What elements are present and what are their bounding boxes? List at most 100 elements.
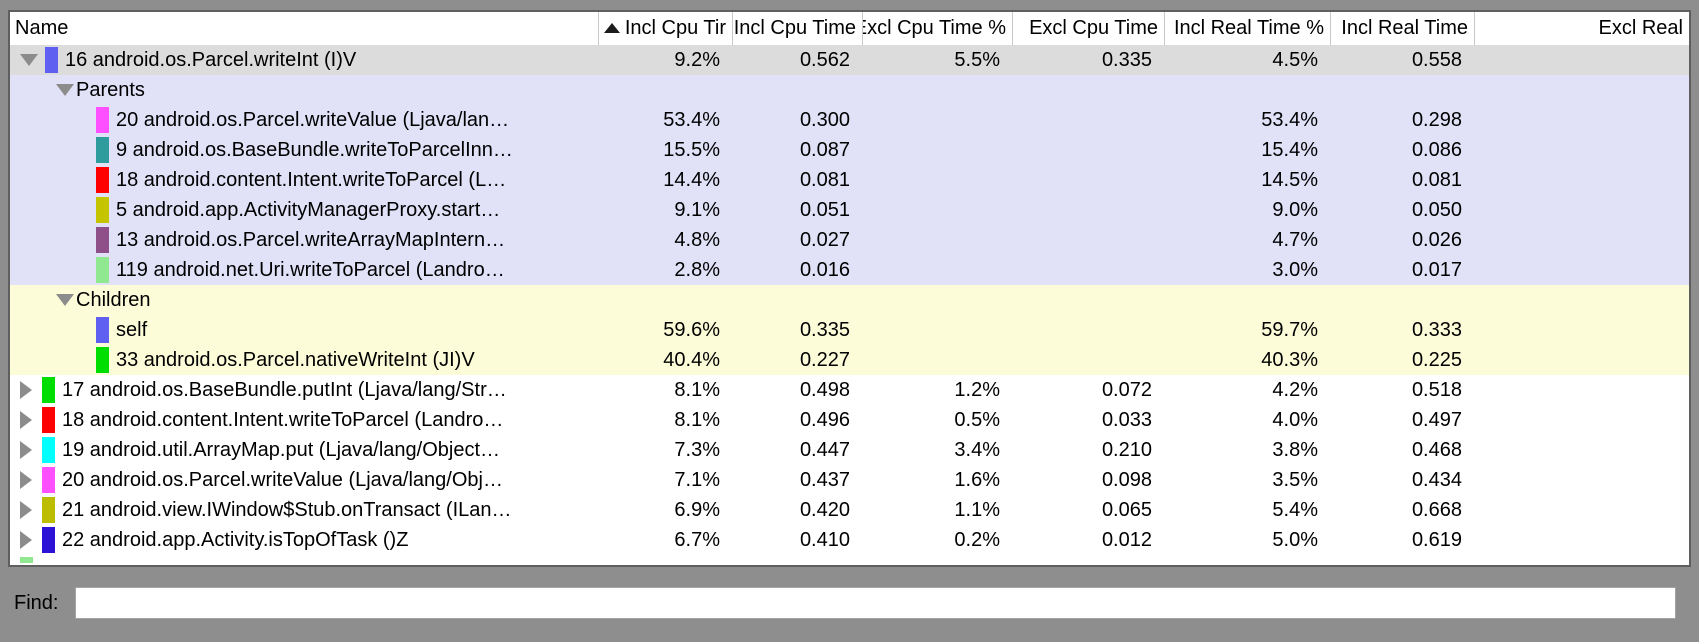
method-name-label: 22 android.app.Activity.isTopOfTask ()Z [62, 528, 409, 551]
value-cell [732, 555, 862, 563]
value-cell: 9.2% [674, 49, 720, 71]
value-cell: 0.086 [1411, 139, 1462, 161]
method-name-label: 18 android.content.Intent.writeToParcel … [116, 168, 507, 191]
expand-triangle-icon[interactable] [20, 411, 32, 429]
value-cell [1012, 105, 1164, 135]
column-header-incl-cpu-tir[interactable]: Incl Cpu Tir [598, 12, 732, 45]
column-header-incl-cpu-time[interactable]: Incl Cpu Time [732, 12, 862, 45]
value-cell: 40.3% [1261, 349, 1318, 371]
method-name-label: 21 android.view.IWindow$Stub.onTransact … [62, 498, 512, 521]
table-row[interactable]: 13 android.os.Parcel.writeArrayMapIntern… [10, 225, 1689, 255]
find-input[interactable] [75, 587, 1676, 619]
value-cell: 14.5% [1261, 169, 1318, 191]
method-color-chip [45, 47, 58, 73]
value-cell [1012, 165, 1164, 195]
expand-triangle-icon[interactable] [20, 471, 32, 489]
table-row[interactable]: 16 android.os.Parcel.writeInt (I)V 9.2% 0.… [10, 45, 1689, 75]
name-cell: 5 android.app.ActivityManagerProxy.start… [10, 195, 598, 225]
value-cell: 5.0% [1272, 529, 1318, 551]
table-row[interactable]: 9 android.os.BaseBundle.writeToParcelInn… [10, 135, 1689, 165]
column-header-label: Incl Cpu Time [733, 17, 856, 39]
section-row[interactable]: Parents [10, 75, 1689, 105]
column-header-excl-real[interactable]: Excl Real [1474, 12, 1689, 45]
value-cell: 1.1% [954, 499, 1000, 521]
value-cell: 40.4% [663, 349, 720, 371]
value-cell: 0.335 [799, 319, 850, 341]
method-color-chip [96, 317, 109, 343]
expand-triangle-icon[interactable] [20, 531, 32, 549]
value-cell: 0.619 [1411, 529, 1462, 551]
expand-triangle-icon[interactable] [20, 381, 32, 399]
value-cell: 4.8% [674, 229, 720, 251]
value-cell [1474, 165, 1689, 195]
method-color-chip [42, 407, 55, 433]
section-row[interactable]: Children [10, 285, 1689, 315]
value-cell: 0.558 [1411, 49, 1462, 71]
method-name-label: 19 android.util.ArrayMap.put (Ljava/lang… [62, 438, 501, 461]
value-cell [862, 255, 1012, 285]
value-cell [1330, 75, 1474, 105]
column-header-label: Incl Real Time % [1173, 17, 1324, 39]
method-name-label: 9 android.os.BaseBundle.writeToParcelInn… [116, 138, 513, 161]
table-row[interactable]: self 59.6% 0.335 59.7% 0.333 [10, 315, 1689, 345]
table-row[interactable]: 18 android.content.Intent.writeToParcel … [10, 405, 1689, 435]
name-cell: 13 android.os.Parcel.writeArrayMapIntern… [10, 225, 598, 255]
column-header-incl-real-time[interactable]: Incl Real Time [1330, 12, 1474, 45]
value-cell: 7.3% [674, 439, 720, 461]
value-cell: 0.335 [1101, 49, 1152, 71]
value-cell [1012, 195, 1164, 225]
table-row[interactable]: 18 android.content.Intent.writeToParcel … [10, 165, 1689, 195]
value-cell: 0.027 [799, 229, 850, 251]
value-cell [598, 75, 732, 105]
collapse-triangle-icon[interactable] [56, 294, 74, 306]
value-cell: 53.4% [1261, 109, 1318, 131]
value-cell [1164, 75, 1330, 105]
method-name-label: 119 android.net.Uri.writeToParcel (Landr… [116, 258, 505, 281]
expand-triangle-icon[interactable] [20, 441, 32, 459]
method-color-chip [96, 137, 109, 163]
table-row[interactable]: 20 android.os.Parcel.writeValue (Ljava/l… [10, 465, 1689, 495]
method-name-label: 17 android.os.BaseBundle.putInt (Ljava/l… [62, 378, 507, 401]
collapse-triangle-icon[interactable] [20, 54, 38, 66]
value-cell [862, 195, 1012, 225]
column-header-excl-cpu-time[interactable]: Excl Cpu Time [1012, 12, 1164, 45]
value-cell [1330, 285, 1474, 315]
name-cell: 20 android.os.Parcel.writeValue (Ljava/l… [10, 465, 598, 495]
table-row[interactable]: 119 android.net.Uri.writeToParcel (Landr… [10, 255, 1689, 285]
value-cell: 0.087 [799, 139, 850, 161]
method-name-label: 33 android.os.Parcel.nativeWriteInt (JI)… [116, 348, 475, 371]
value-cell [1474, 465, 1689, 495]
expand-triangle-icon[interactable] [20, 501, 32, 519]
column-header-incl-real-time-[interactable]: Incl Real Time % [1164, 12, 1330, 45]
value-cell: 0.016 [799, 259, 850, 281]
value-cell: 0.225 [1411, 349, 1462, 371]
collapse-triangle-icon[interactable] [56, 84, 74, 96]
value-cell [862, 225, 1012, 255]
table-row[interactable]: 17 android.os.BaseBundle.putInt (Ljava/l… [10, 375, 1689, 405]
table-row[interactable]: 19 android.util.ArrayMap.put (Ljava/lang… [10, 435, 1689, 465]
table-row[interactable]: 22 android.app.Activity.isTopOfTask ()Z 6… [10, 525, 1689, 555]
method-name-label: self [116, 318, 148, 341]
table-row[interactable]: 33 android.os.Parcel.nativeWriteInt (JI)… [10, 345, 1689, 375]
value-cell [862, 285, 1012, 315]
method-name-label: 5 android.app.ActivityManagerProxy.start… [116, 198, 501, 221]
column-header-name[interactable]: Name [10, 12, 598, 45]
value-cell [862, 105, 1012, 135]
value-cell: 0.447 [799, 439, 850, 461]
value-cell: 7.1% [674, 469, 720, 491]
value-cell: 4.2% [1272, 379, 1318, 401]
value-cell: 0.410 [799, 529, 850, 551]
value-cell: 6.9% [674, 499, 720, 521]
table-row[interactable]: 21 android.view.IWindow$Stub.onTransact … [10, 495, 1689, 525]
table-row[interactable] [10, 555, 1689, 563]
table-row[interactable]: 5 android.app.ActivityManagerProxy.start… [10, 195, 1689, 225]
table-row[interactable]: 20 android.os.Parcel.writeValue (Ljava/l… [10, 105, 1689, 135]
value-cell: 9.0% [1272, 199, 1318, 221]
value-cell [1474, 435, 1689, 465]
value-cell: 3.4% [954, 439, 1000, 461]
value-cell [732, 75, 862, 105]
method-color-chip [20, 557, 33, 563]
name-cell: 21 android.view.IWindow$Stub.onTransact … [10, 495, 598, 525]
value-cell: 0.498 [799, 379, 850, 401]
column-header-excl-cpu-time-[interactable]: Excl Cpu Time % [862, 12, 1012, 45]
